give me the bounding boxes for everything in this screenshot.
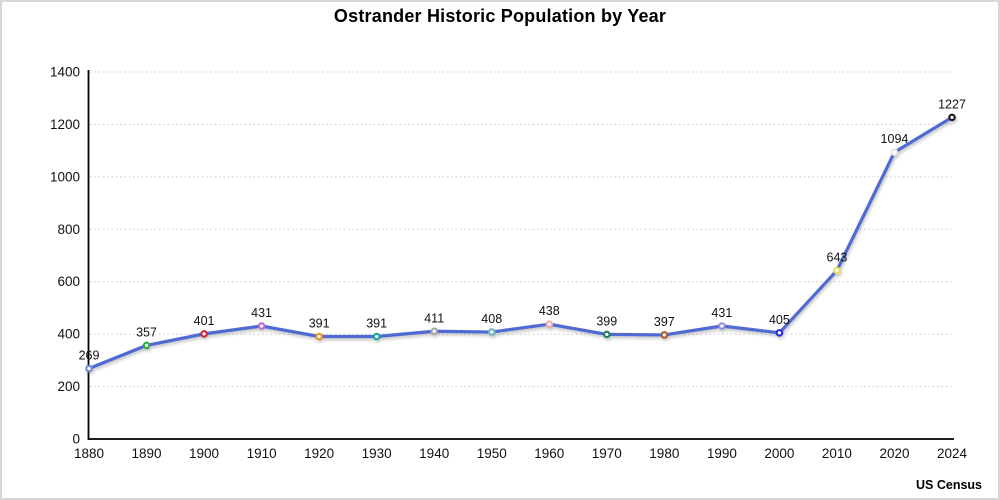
data-point [603, 330, 611, 339]
x-tick-label: 1910 [247, 446, 277, 461]
data-label: 401 [194, 314, 215, 328]
data-label: 397 [654, 315, 675, 329]
data-point [430, 327, 438, 336]
y-tick-label: 1000 [50, 169, 80, 184]
x-tick-label: 1930 [362, 446, 392, 461]
x-tick-label: 2020 [879, 446, 909, 461]
x-tick-label: 2010 [822, 446, 852, 461]
x-tick-label: 1920 [304, 446, 334, 461]
y-tick-label: 200 [57, 379, 80, 394]
data-point [545, 320, 554, 328]
data-label: 391 [309, 317, 330, 331]
y-tick-label: 400 [57, 327, 80, 342]
chart-title: Ostrander Historic Population by Year [333, 6, 667, 26]
data-point [718, 322, 726, 330]
y-tick-label: 0 [72, 432, 80, 447]
x-tick-label: 2000 [764, 446, 794, 461]
y-tick-label: 1200 [50, 117, 80, 132]
data-point [142, 341, 151, 350]
x-tick-label: 1900 [189, 446, 219, 461]
data-label: 357 [136, 325, 157, 339]
data-point [660, 331, 669, 339]
x-tick-label: 1880 [74, 446, 104, 461]
data-point [257, 322, 266, 330]
data-label: 643 [827, 250, 848, 264]
data-label: 411 [424, 311, 444, 325]
data-point [200, 330, 208, 338]
data-point [315, 332, 323, 341]
data-label: 431 [711, 306, 732, 320]
data-label: 391 [366, 317, 387, 331]
data-label: 1094 [881, 132, 909, 146]
x-tick-label: 1970 [592, 446, 622, 461]
data-point [85, 364, 93, 373]
data-point [948, 113, 956, 122]
x-tick-label: 1990 [707, 446, 737, 461]
data-label: 431 [251, 306, 272, 320]
data-label: 269 [79, 348, 100, 362]
y-tick-label: 800 [57, 222, 80, 237]
y-tick-label: 600 [57, 274, 80, 289]
x-tick-label: 1950 [477, 446, 507, 461]
x-tick-label: 1960 [534, 446, 564, 461]
x-tick-label: 2024 [937, 446, 968, 461]
data-point [890, 148, 899, 156]
data-label: 1227 [938, 97, 966, 111]
population-series [85, 113, 956, 373]
series-line [87, 115, 954, 371]
x-tick-label: 1890 [132, 446, 162, 461]
data-label: 408 [481, 312, 502, 326]
x-tick-label: 1980 [649, 446, 679, 461]
data-point [775, 329, 784, 337]
data-label: 405 [769, 313, 790, 327]
data-point [487, 328, 496, 336]
data-point [833, 266, 841, 275]
source-label: US Census [916, 478, 982, 492]
data-point [372, 332, 381, 341]
data-label: 399 [596, 314, 617, 328]
y-tick-label: 1400 [50, 65, 80, 80]
data-label: 438 [539, 304, 560, 318]
x-tick-label: 1940 [419, 446, 449, 461]
